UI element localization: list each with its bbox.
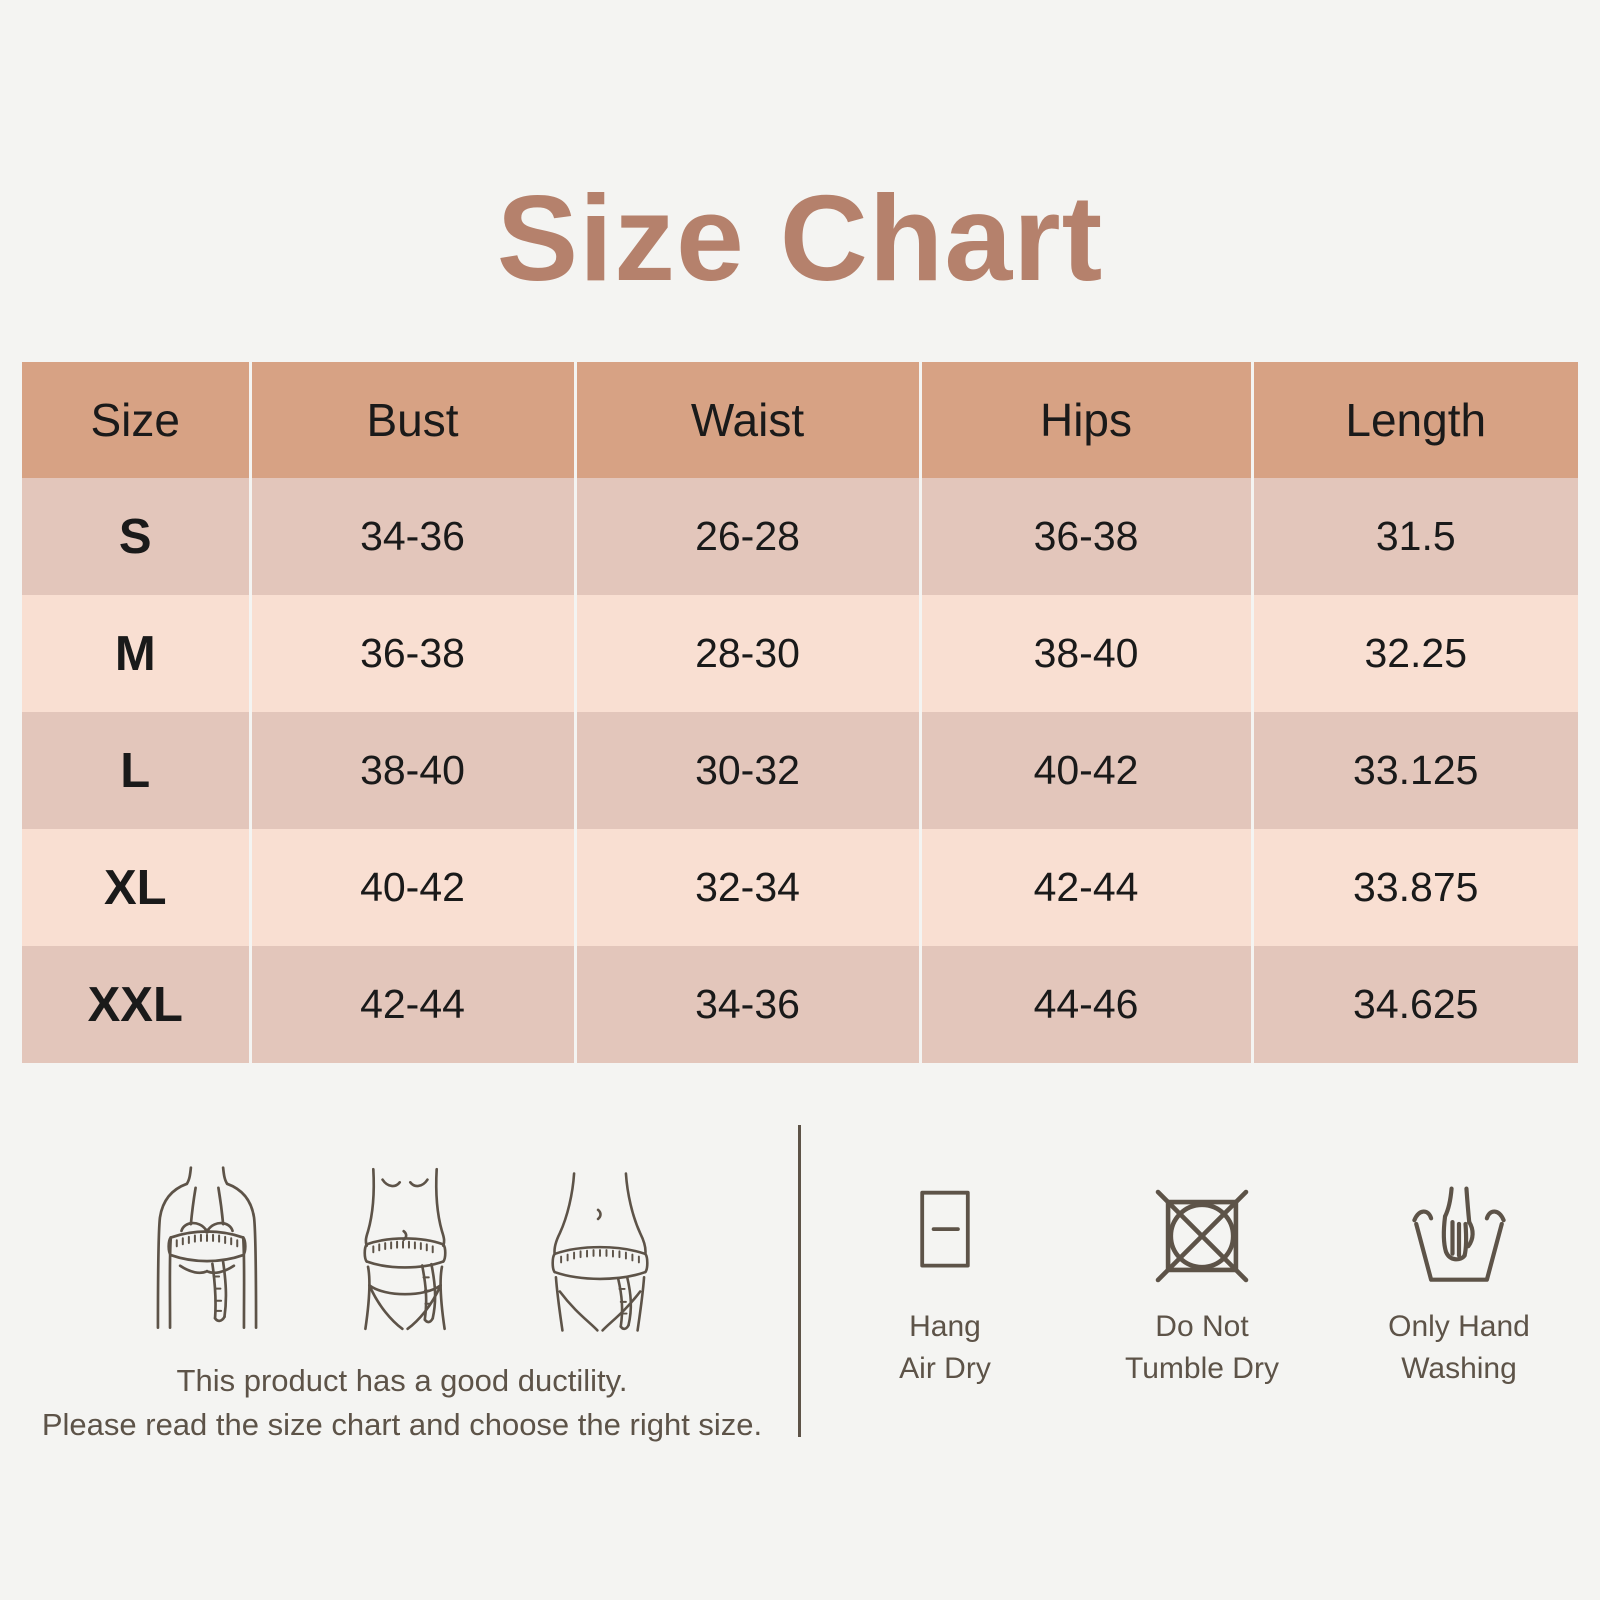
col-header-size: Size	[90, 394, 180, 446]
length-cell: 33.875	[1250, 829, 1578, 946]
hand-wash-icon	[1412, 1186, 1506, 1282]
bust-cell: 40-42	[248, 829, 575, 946]
size-cell: XL	[103, 860, 167, 915]
waist-cell: 34-36	[573, 946, 920, 1063]
fit-note: This product has a good ductility. Pleas…	[40, 1359, 764, 1447]
measure-section: This product has a good ductility. Pleas…	[40, 1165, 764, 1447]
section-divider	[798, 1125, 801, 1437]
fit-note-line1: This product has a good ductility.	[176, 1363, 628, 1398]
hips-cell: 38-40	[918, 595, 1252, 712]
hips-measure-illustration	[551, 1172, 649, 1332]
waist-cell: 32-34	[573, 829, 920, 946]
bust-cell: 42-44	[248, 946, 575, 1063]
hips-cell: 42-44	[918, 829, 1252, 946]
bust-measure-illustration	[156, 1166, 258, 1329]
size-cell: S	[118, 509, 152, 564]
col-header-length: Length	[1250, 362, 1578, 478]
waist-cell: 30-32	[573, 712, 920, 829]
col-header-waist: Waist	[573, 362, 920, 478]
do-not-tumble-dry-icon	[1155, 1189, 1249, 1283]
table-row-s: S 34-36 26-28 36-38 31.5	[22, 478, 1578, 595]
care-item-hand-wash-only: Only Hand Washing	[1346, 1180, 1572, 1390]
care-item-hang-air-dry: Hang Air Dry	[832, 1180, 1058, 1390]
waist-measure-illustration	[363, 1167, 447, 1331]
waist-cell: 28-30	[573, 595, 920, 712]
care-label: Do Not Tumble Dry	[1125, 1310, 1279, 1385]
length-cell: 32.25	[1250, 595, 1578, 712]
size-cell: XXL	[87, 977, 183, 1032]
care-section: Hang Air Dry Do Not Tumble Dry	[832, 1180, 1572, 1390]
care-label: Hang Air Dry	[899, 1310, 991, 1385]
length-cell: 34.625	[1250, 946, 1578, 1063]
col-header-hips: Hips	[918, 362, 1252, 478]
bust-cell: 34-36	[248, 478, 575, 595]
bust-cell: 38-40	[248, 712, 575, 829]
table-row-xl: XL 40-42 32-34 42-44 33.875	[22, 829, 1578, 946]
care-label: Only Hand Washing	[1388, 1310, 1530, 1385]
hips-cell: 36-38	[918, 478, 1252, 595]
size-cell: L	[120, 743, 151, 798]
length-cell: 31.5	[1250, 478, 1578, 595]
waist-cell: 26-28	[573, 478, 920, 595]
table-row-l: L 38-40 30-32 40-42 33.125	[22, 712, 1578, 829]
col-header-bust: Bust	[248, 362, 575, 478]
fit-note-line2: Please read the size chart and choose th…	[41, 1407, 763, 1442]
table-header-row: Size Bust Waist Hips Length	[22, 362, 1578, 478]
hips-cell: 40-42	[918, 712, 1252, 829]
page-title: Size Chart	[496, 170, 1104, 306]
size-chart-table: Size Bust Waist Hips Length S 34-36 26-2…	[22, 362, 1578, 1063]
length-cell: 33.125	[1250, 712, 1578, 829]
care-item-do-not-tumble-dry: Do Not Tumble Dry	[1089, 1180, 1315, 1390]
table-row-xxl: XXL 42-44 34-36 44-46 34.625	[22, 946, 1578, 1063]
hips-cell: 44-46	[918, 946, 1252, 1063]
bust-cell: 36-38	[248, 595, 575, 712]
table-row-m: M 36-38 28-30 38-40 32.25	[22, 595, 1578, 712]
hang-dry-icon	[920, 1190, 970, 1268]
measure-illustrations	[40, 1165, 764, 1333]
size-cell: M	[114, 626, 156, 681]
